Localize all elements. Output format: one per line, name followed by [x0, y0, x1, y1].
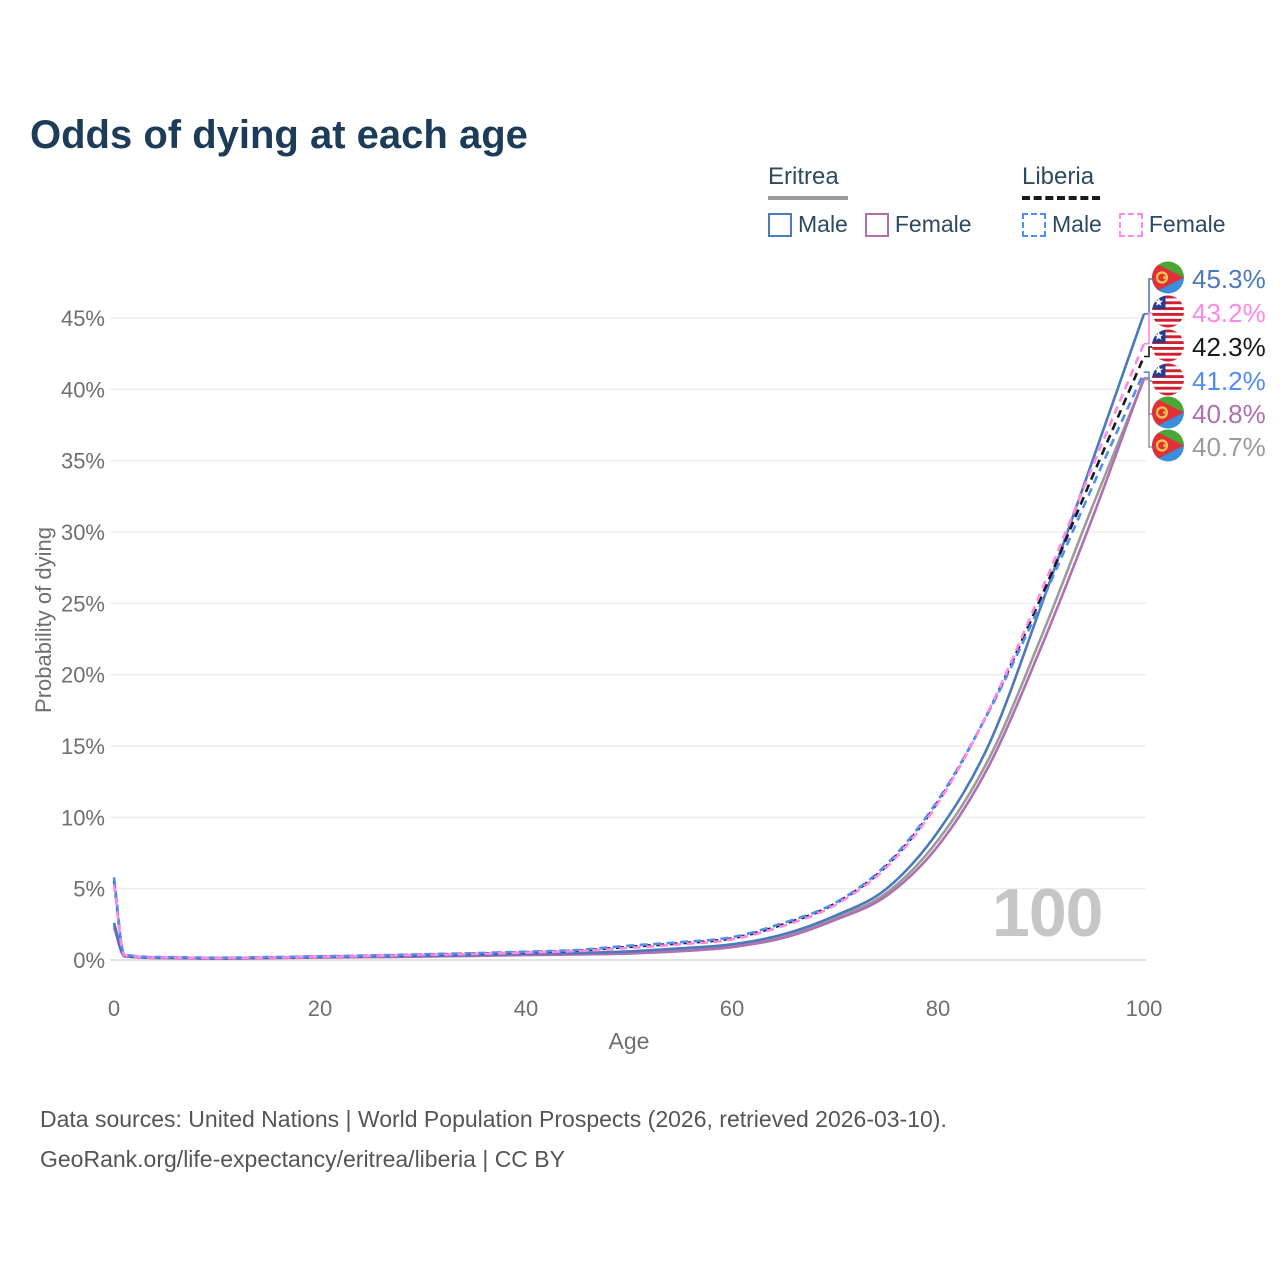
x-tick-label-100: 100 — [1126, 996, 1163, 1021]
end-label-value-liberia-total: 42.3% — [1192, 332, 1266, 362]
liberia-female-swatch[interactable] — [1118, 212, 1143, 237]
series-line-eritrea-total — [112, 378, 1146, 960]
legend-header-eritrea: Eritrea — [768, 163, 839, 190]
legend-label-liberia-male: Male — [1052, 211, 1102, 237]
y-tick-label-15: 15% — [61, 734, 105, 759]
end-label-value-eritrea-total: 40.7% — [1192, 432, 1266, 462]
x-tick-label-40: 40 — [514, 996, 538, 1021]
y-tick-label-40: 40% — [61, 377, 105, 402]
flag-liberia-icon — [1152, 330, 1184, 362]
legend-label-liberia-female: Female — [1148, 211, 1226, 237]
y-tick-label-45: 45% — [61, 306, 105, 331]
y-tick-label-20: 20% — [61, 663, 105, 688]
leader-line-liberia-total — [1144, 346, 1154, 358]
flag-eritrea-icon — [1152, 397, 1184, 429]
x-axis-title: Age — [608, 1028, 650, 1054]
series-line-liberia-female — [112, 343, 1146, 960]
legend-item-eritrea-female[interactable]: Female — [864, 211, 972, 238]
page-title: Odds of dying at each age — [30, 112, 528, 157]
y-tick-label-10: 10% — [61, 805, 105, 830]
y-tick-label-35: 35% — [61, 449, 105, 474]
flag-liberia-icon — [1152, 364, 1184, 396]
y-tick-label-30: 30% — [61, 520, 105, 545]
leader-line-eritrea-male — [1144, 278, 1154, 315]
flag-eritrea-icon — [1152, 430, 1184, 462]
watermark-age-100: 100 — [992, 875, 1103, 951]
x-tick-label-80: 80 — [926, 996, 950, 1021]
leader-line-liberia-female — [1144, 312, 1154, 345]
flag-liberia-icon — [1152, 296, 1184, 328]
leader-line-liberia-male — [1144, 371, 1154, 382]
legend-item-eritrea-male[interactable]: Male — [768, 211, 848, 238]
legend-group-liberia: Liberia Male Female — [1022, 163, 1226, 238]
legend-label-eritrea-male: Male — [798, 211, 848, 237]
legend-item-liberia-male[interactable]: Male — [1022, 211, 1102, 238]
gridlines — [110, 317, 1146, 961]
series-line-eritrea-male — [112, 313, 1146, 960]
flag-eritrea-icon — [1152, 262, 1184, 294]
leader-line-eritrea-total — [1144, 378, 1154, 448]
series-line-liberia-total — [112, 355, 1146, 960]
axis-tick-labels: 0% 5% 10% 15% 20% 25% 30% 35% 40% 45% 0 20 40 60 80 100 — [61, 306, 1162, 1021]
liberia-dashed-line-swatch — [1022, 196, 1100, 200]
end-label-value-eritrea-male: 45.3% — [1192, 264, 1266, 294]
end-label-value-eritrea-female: 40.8% — [1192, 399, 1266, 429]
legend-label-eritrea-female: Female — [894, 211, 972, 237]
legend-item-liberia-female[interactable]: Female — [1118, 211, 1226, 238]
y-tick-label-25: 25% — [61, 591, 105, 616]
liberia-male-swatch[interactable] — [1022, 212, 1046, 237]
x-tick-label-20: 20 — [308, 996, 332, 1021]
eritrea-male-swatch[interactable] — [768, 212, 792, 237]
eritrea-solid-line-swatch — [768, 196, 848, 200]
legend-header-liberia: Liberia — [1022, 163, 1095, 190]
end-labels: 45.3% 43.2% 42.3% 41.2%40.8%40.7% — [1152, 262, 1266, 463]
series-lines — [112, 313, 1146, 960]
x-tick-label-0: 0 — [108, 996, 120, 1021]
y-tick-label-5: 5% — [73, 877, 105, 902]
legend-group-eritrea: Eritrea Male Female — [768, 163, 972, 238]
legend-row-eritrea: Male Female — [768, 211, 972, 238]
x-tick-label-60: 60 — [720, 996, 744, 1021]
y-tick-label-0: 0% — [73, 948, 105, 973]
attribution-line: GeoRank.org/life-expectancy/eritrea/libe… — [40, 1146, 565, 1172]
end-label-leaders — [1144, 278, 1154, 448]
eritrea-female-swatch[interactable] — [864, 212, 889, 237]
end-label-value-liberia-male: 41.2% — [1192, 366, 1266, 396]
data-source-line: Data sources: United Nations | World Pop… — [40, 1106, 947, 1132]
series-line-eritrea-female — [112, 377, 1146, 960]
y-axis-title: Probability of dying — [31, 527, 56, 713]
end-label-value-liberia-female: 43.2% — [1192, 298, 1266, 328]
legend-row-liberia: Male Female — [1022, 211, 1226, 238]
